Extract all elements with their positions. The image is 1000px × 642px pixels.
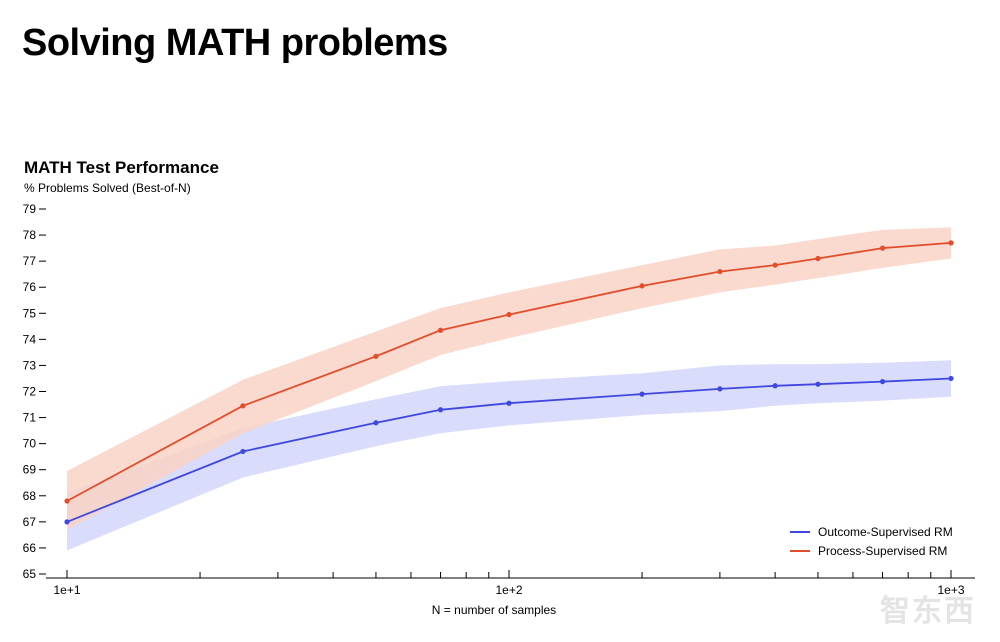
y-tick-label: 72 [23, 385, 37, 399]
data-point [437, 407, 444, 413]
y-tick-label: 75 [23, 306, 37, 320]
data-point [815, 381, 821, 387]
y-tick-label: 67 [23, 515, 37, 529]
data-point [815, 255, 821, 262]
y-tick-label: 65 [23, 567, 37, 581]
y-tick-label: 77 [23, 254, 37, 268]
confidence-bands [67, 227, 951, 551]
data-point [948, 375, 954, 382]
data-point [717, 386, 723, 392]
x-tick-label: 1e+2 [495, 583, 522, 597]
data-point [879, 245, 886, 251]
data-point [437, 327, 444, 333]
y-tick-label: 73 [23, 358, 37, 372]
data-point [506, 400, 512, 406]
x-axis-label: N = number of samples [432, 603, 556, 617]
confidence-band-2 [67, 227, 951, 530]
data-point [373, 420, 379, 426]
y-axis-label: % Problems Solved (Best-of-N) [24, 181, 191, 195]
y-tick-label: 68 [23, 489, 37, 503]
data-point [772, 383, 778, 389]
page-title: Solving MATH problems [22, 22, 448, 64]
data-point [639, 283, 645, 289]
series-points [64, 240, 954, 525]
data-point [506, 311, 512, 318]
data-point [717, 268, 723, 275]
data-point [772, 262, 778, 268]
chart-title: MATH Test Performance [24, 158, 219, 177]
data-point [64, 519, 70, 525]
legend-label: Outcome-Supervised RM [818, 525, 953, 539]
x-tick-label: 1e+3 [937, 583, 964, 597]
y-tick-label: 74 [23, 332, 37, 346]
watermark-logo: 智东西 [880, 595, 976, 628]
confidence-band-1 [67, 360, 951, 551]
data-point [639, 391, 645, 397]
data-point [373, 353, 379, 359]
data-point [879, 378, 886, 385]
legend: Outcome-Supervised RM Process-Supervised … [790, 525, 953, 558]
data-point [240, 448, 246, 455]
data-point [240, 403, 246, 409]
y-tick-label: 66 [23, 541, 37, 555]
y-tick-label: 76 [23, 280, 37, 294]
y-tick-label: 78 [23, 228, 37, 242]
y-tick-label: 79 [23, 202, 37, 216]
axes: 65 66 67 68 69 70 71 72 73 74 75 76 77 78 79 1e+1 1e+2 1e… [23, 202, 975, 597]
legend-label: Process-Supervised RM [818, 544, 947, 558]
y-tick-label: 69 [23, 463, 37, 477]
data-point [64, 498, 70, 504]
y-tick-label: 71 [23, 411, 37, 425]
data-point [948, 240, 954, 246]
y-tick-label: 70 [23, 437, 37, 451]
x-tick-label: 1e+1 [53, 583, 80, 597]
